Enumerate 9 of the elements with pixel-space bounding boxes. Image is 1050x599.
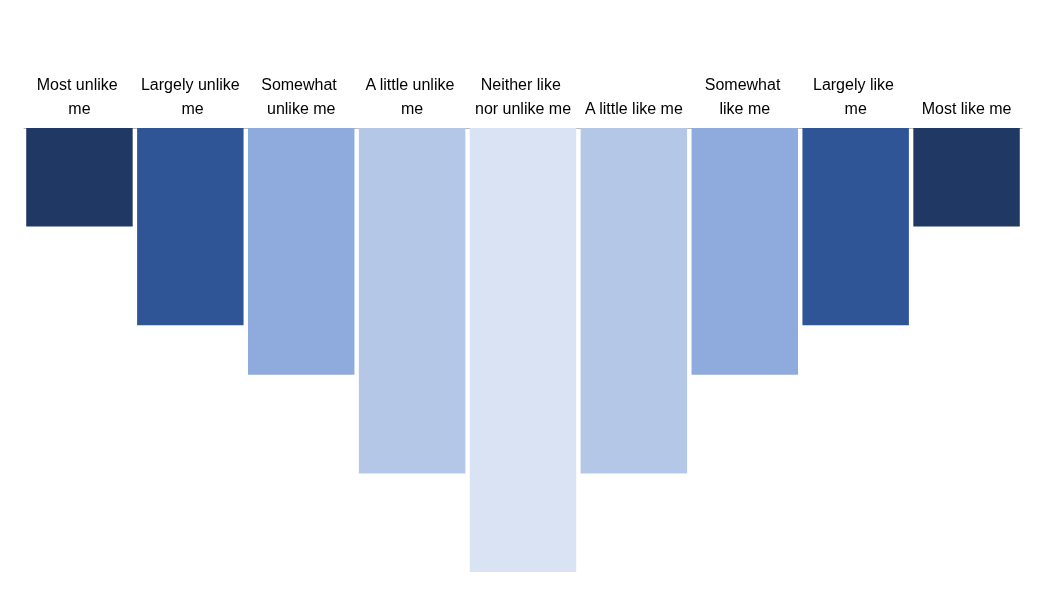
x-tick-label: Neither like nor unlike me — [474, 75, 572, 117]
x-tick-label: Largely unlike me — [140, 75, 240, 117]
x-tick-label: Somewhat like me — [704, 75, 785, 117]
x-tick-label: Largely like me — [812, 75, 899, 117]
x-tick-label: Most unlike me — [36, 75, 123, 117]
x-tick-label: A little like me — [584, 99, 683, 117]
x-tick-label: Most like me — [921, 99, 1012, 117]
x-tick-label: A little unlike me — [365, 75, 459, 117]
x-tick-label: Somewhat unlike me — [261, 75, 342, 117]
